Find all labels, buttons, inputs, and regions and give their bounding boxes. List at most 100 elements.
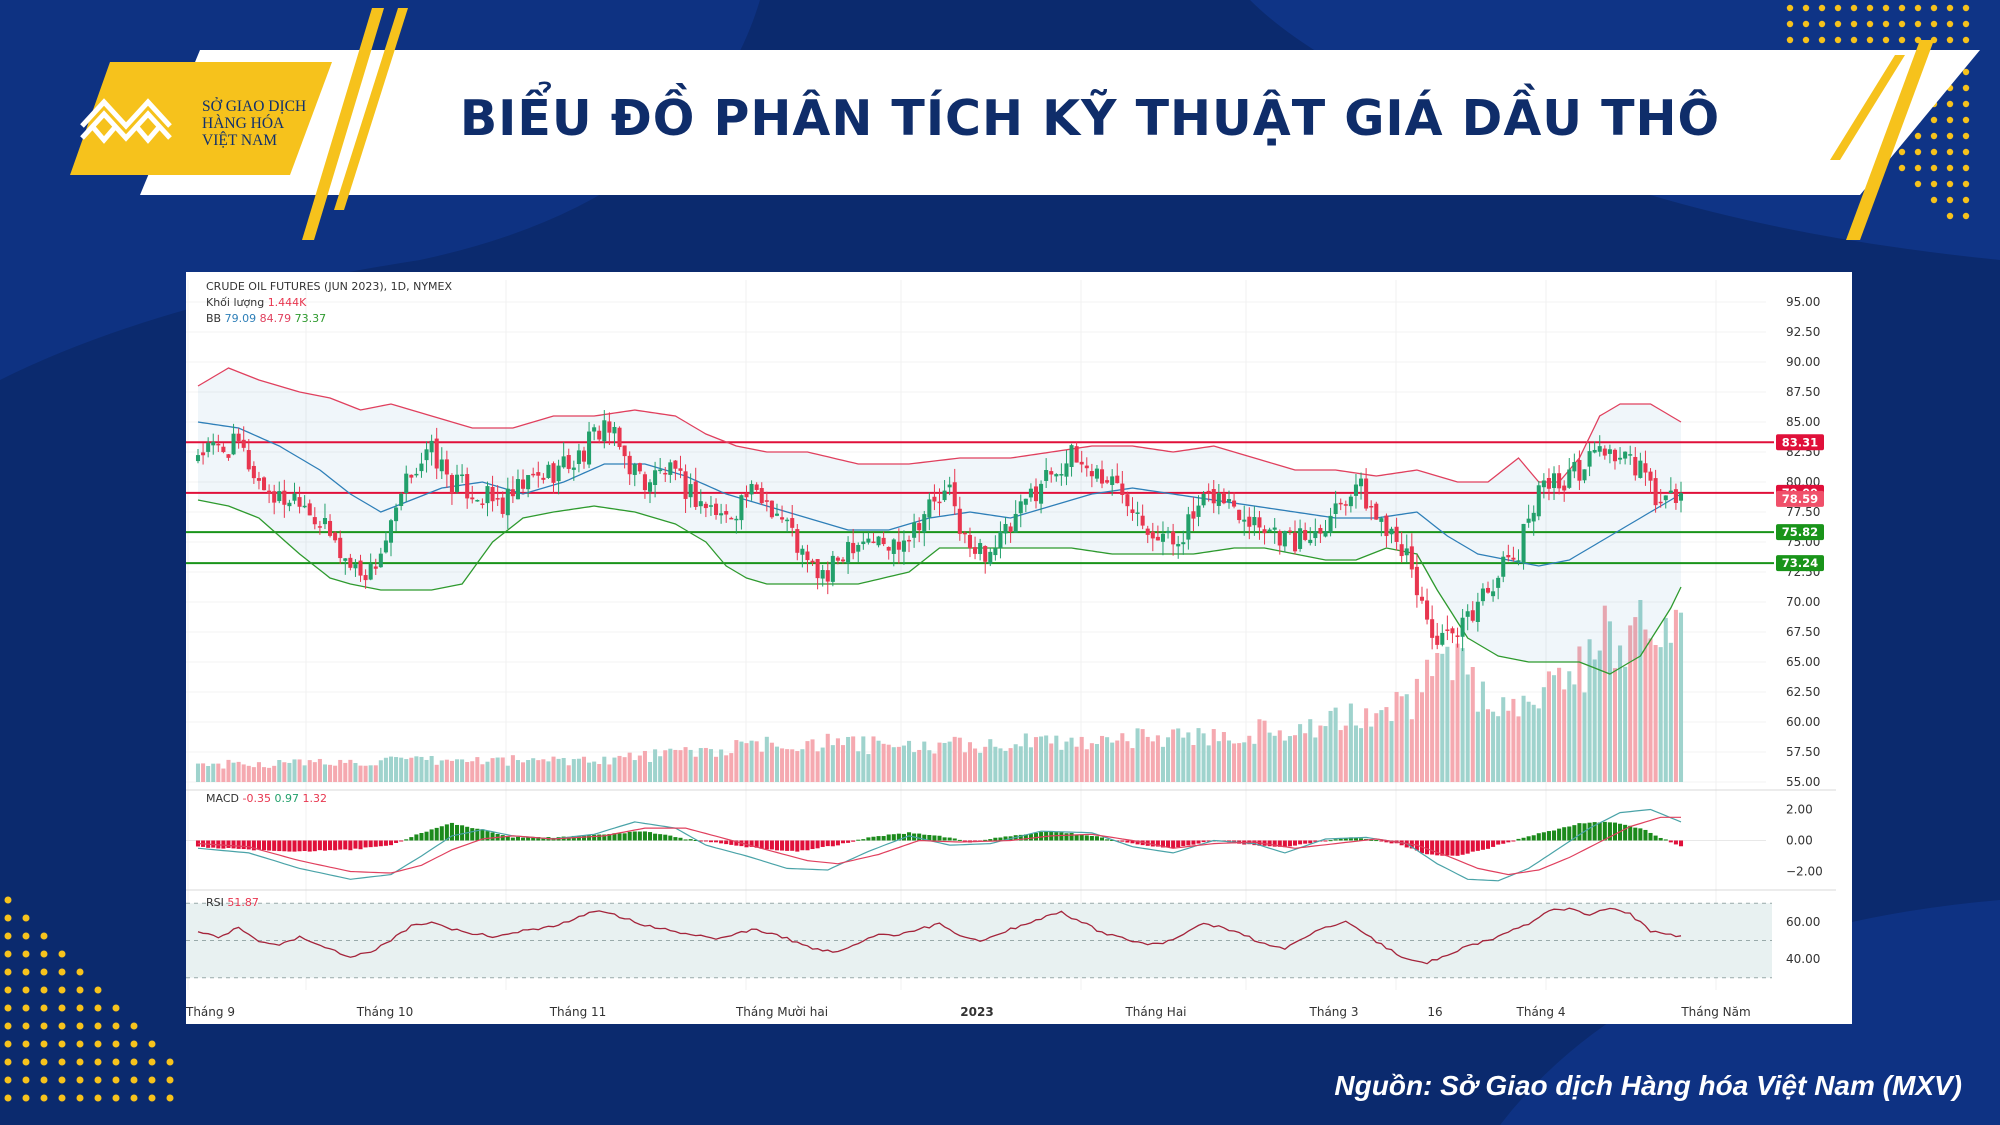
volume-bar — [556, 758, 561, 782]
volume-bar — [521, 762, 526, 782]
price-tick-label: 95.00 — [1786, 295, 1820, 309]
bg-dot — [22, 1094, 30, 1102]
bg-dot — [40, 932, 48, 940]
bg-dot — [1930, 164, 1938, 172]
macd-hist-bar — [708, 840, 713, 843]
candle — [612, 421, 617, 446]
candle — [1171, 523, 1176, 556]
x-tick-label: 2023 — [960, 1005, 993, 1019]
macd-hist-bar — [932, 835, 937, 841]
bb-lower-line — [197, 499, 1682, 675]
bb-legend-label: BB — [206, 312, 221, 325]
candle — [1425, 588, 1430, 625]
volume-bar — [1338, 730, 1343, 782]
macd-hist-bar — [1348, 837, 1353, 841]
bg-dot — [1962, 68, 1970, 76]
volume-bar — [343, 762, 348, 782]
macd-hist-bar — [607, 834, 612, 841]
volume-bar — [1191, 745, 1196, 782]
volume-bar — [277, 760, 282, 782]
volume-bar — [531, 758, 536, 782]
bg-dot — [58, 950, 66, 958]
candle — [322, 503, 327, 530]
price-tick-label: 85.00 — [1786, 415, 1820, 429]
macd-hist-bar — [1526, 836, 1531, 841]
macd-hist-bar — [1018, 834, 1023, 841]
macd-legend-hist: -0.35 — [242, 792, 270, 805]
candle — [1633, 447, 1638, 481]
candle — [1013, 500, 1018, 533]
macd-hist-bar — [846, 840, 851, 843]
macd-hist-bar — [617, 833, 622, 841]
candle — [1592, 441, 1597, 454]
bg-dot — [1962, 212, 1970, 220]
macd-hist-bar — [947, 837, 952, 841]
candle — [1491, 579, 1496, 602]
price-tick-label: 70.00 — [1786, 595, 1820, 609]
candle — [800, 545, 805, 568]
candle — [551, 461, 556, 494]
macd-hist-bar — [973, 840, 978, 842]
candle — [952, 468, 957, 515]
bg-dot — [94, 1040, 102, 1048]
volume-bar — [1328, 710, 1333, 782]
volume-bar — [211, 763, 216, 782]
volume-bar — [353, 763, 358, 782]
candle — [1110, 469, 1115, 496]
candle — [404, 465, 409, 502]
volume-bar — [1506, 710, 1511, 782]
volume-bar — [703, 747, 708, 782]
bg-dot — [112, 1058, 120, 1066]
macd-hist-bar — [1094, 836, 1099, 841]
macd-hist-bar — [449, 822, 454, 841]
macd-hist-bar — [1643, 829, 1648, 841]
bg-dot — [76, 1040, 84, 1048]
volume-bar — [195, 763, 201, 782]
bg-dot — [40, 1094, 48, 1102]
bg-dot — [1946, 116, 1954, 124]
volume-bar — [515, 760, 520, 782]
volume-bar — [846, 736, 851, 782]
macd-hist-bar — [1186, 840, 1191, 846]
candle — [876, 535, 881, 548]
bg-dot — [40, 950, 48, 958]
macd-hist-bar — [424, 831, 429, 841]
volume-bar — [1099, 735, 1105, 782]
volume-bar — [1323, 726, 1328, 782]
chart-svg[interactable]: 95.0092.5090.0087.5085.0082.5080.0077.50… — [185, 272, 1852, 1024]
macd-hist-bar — [993, 837, 998, 841]
volume-bar — [957, 737, 962, 782]
bg-dot — [1962, 36, 1970, 44]
macd-hist-bar — [896, 833, 901, 841]
candle — [1242, 505, 1247, 536]
macd-hist-bar — [1592, 822, 1597, 841]
candle — [424, 441, 429, 473]
bg-dot — [1962, 100, 1970, 108]
candle — [460, 464, 465, 483]
volume-bar — [434, 764, 439, 782]
macd-hist-bar — [1333, 839, 1338, 841]
candle — [515, 469, 520, 500]
macd-hist-bar — [1369, 839, 1374, 841]
candle — [261, 476, 267, 491]
volume-bar — [1419, 692, 1425, 782]
candle — [1435, 622, 1440, 650]
volume-bar — [714, 756, 719, 782]
macd-hist-bar — [1430, 840, 1435, 855]
bg-dot — [40, 1076, 48, 1084]
candle — [449, 473, 454, 505]
price-tick-label: 62.50 — [1786, 685, 1820, 699]
candle — [328, 514, 333, 538]
macd-hist-bar — [988, 839, 993, 841]
volume-bar — [500, 757, 505, 782]
macd-hist-bar — [1267, 840, 1272, 847]
bollinger-bands — [197, 367, 1682, 675]
volume-bar — [597, 764, 602, 782]
candle — [221, 443, 226, 454]
candle — [1567, 458, 1572, 489]
macd-hist-bar — [348, 840, 353, 851]
volume-bar — [246, 765, 251, 782]
macd-hist-bar — [378, 840, 383, 847]
volume-bar — [866, 754, 871, 782]
svg-text:73.24: 73.24 — [1782, 556, 1818, 570]
